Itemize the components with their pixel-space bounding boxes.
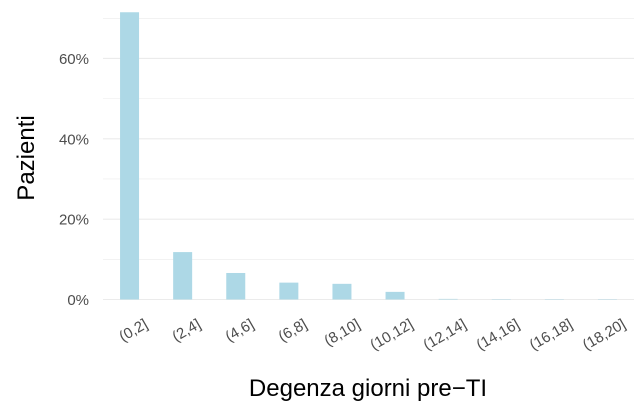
bar [120,12,140,300]
x-tick-labels: (0,2] (2,4] (4,6] (6,8] (8,10] (10,12] (12,14]… [116,316,628,354]
bar [332,283,352,300]
y-tick-label: 40% [59,131,89,148]
x-tick-label: (6,8] [276,316,310,346]
x-tick-label: (8,10] [321,316,363,350]
y-tick-labels: 0% 20% 40% 60% [59,51,89,309]
bar [173,252,193,300]
x-axis-title: Degenza giorni pre−TI [249,375,487,402]
bar [385,291,405,300]
x-tick-label: (12,14] [420,316,469,354]
x-tick-label: (0,2] [116,316,150,346]
x-tick-label: (14,16] [474,316,523,354]
bar [279,282,299,300]
bar [438,298,458,300]
x-tick-label: (4,6] [222,316,256,346]
bars [120,12,617,300]
x-tick-label: (18,20] [580,316,629,354]
bar [226,272,246,300]
x-tick-label: (10,12] [367,316,416,354]
x-tick-label: (16,18] [527,316,576,354]
y-axis-title: Pazienti [13,115,40,200]
y-tick-label: 60% [59,51,89,68]
y-tick-label: 0% [67,292,89,309]
x-tick-label: (2,4] [169,316,203,346]
y-tick-label: 20% [59,212,89,229]
